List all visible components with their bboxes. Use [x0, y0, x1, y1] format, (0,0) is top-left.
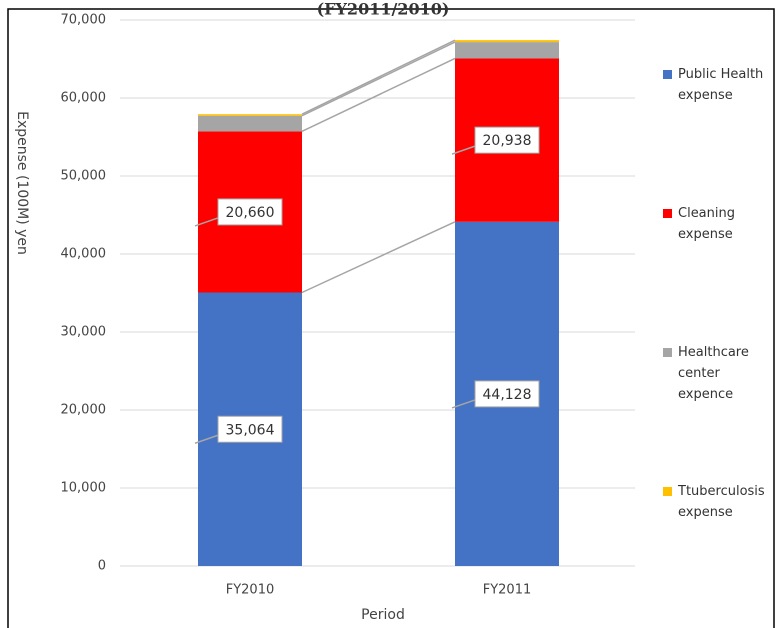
legend-label: Cleaning expense [678, 206, 735, 242]
legend-label: Ttuberculosis expense [678, 484, 765, 520]
legend-swatch [663, 348, 672, 357]
label-leader [451, 145, 476, 155]
label-leader [194, 434, 219, 444]
data-label: 20,660 [226, 205, 275, 221]
data-label: 35,064 [226, 422, 275, 438]
legend-swatch [663, 70, 672, 79]
series-line [301, 41, 456, 117]
label-leader [194, 217, 219, 227]
bar-segment [455, 42, 559, 59]
frame [7, 8, 775, 628]
data-label: 44,128 [483, 387, 532, 403]
y-tick-label: 0 [98, 559, 106, 574]
legend-swatch [663, 209, 672, 218]
legend-swatch [663, 487, 672, 496]
x-tick-label: FY2010 [226, 583, 275, 598]
legend-label: Healthcare center expence [678, 345, 749, 402]
legend-label: Public Health expense [678, 67, 764, 103]
x-tick-label: FY2011 [483, 583, 532, 598]
data-label: 20,938 [483, 133, 532, 149]
label-box [474, 380, 540, 408]
label-box [474, 126, 540, 154]
series-line [301, 221, 456, 294]
label-box [217, 415, 283, 443]
y-axis-label: Expense (100M) yen [14, 111, 30, 255]
chart-title: (FY2011/2010) [317, 0, 450, 19]
y-tick-label: 40,000 [61, 247, 107, 262]
series-line [301, 57, 456, 133]
bar-segment [455, 40, 559, 43]
y-tick-label: 60,000 [61, 91, 107, 106]
bar-segment [198, 115, 302, 132]
y-tick-label: 10,000 [61, 481, 107, 496]
x-axis-label: Period [361, 607, 405, 623]
series-line [301, 39, 456, 115]
label-box [217, 198, 283, 226]
y-tick-label: 70,000 [61, 13, 107, 28]
label-leader [451, 399, 476, 409]
bar-segment [198, 114, 302, 116]
y-tick-label: 30,000 [61, 325, 107, 340]
y-tick-label: 20,000 [61, 403, 107, 418]
y-tick-label: 50,000 [61, 169, 107, 184]
